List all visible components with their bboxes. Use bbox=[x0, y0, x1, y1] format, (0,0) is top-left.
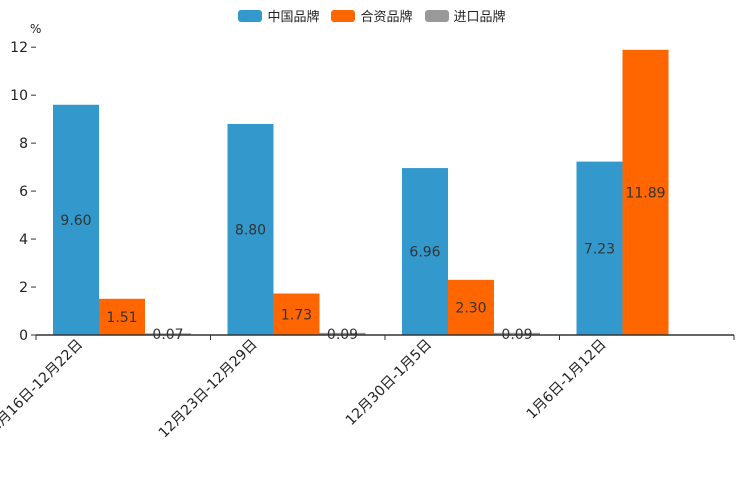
data-label-s0-c0: 9.60 bbox=[60, 213, 91, 229]
legend-label-china: 中国品牌 bbox=[267, 10, 320, 25]
y-tick-label-4: 8 bbox=[19, 136, 28, 152]
bar-s0-c3 bbox=[576, 161, 623, 335]
y-axis-unit: % bbox=[30, 22, 41, 36]
x-tick-label-2: 12月30日-1月5日 bbox=[343, 337, 435, 429]
bar-s1-c0 bbox=[99, 298, 145, 335]
x-tick-label-1: 12月23日-12月29日 bbox=[156, 337, 261, 442]
bar-s1-c3 bbox=[622, 49, 669, 335]
legend-swatch-import bbox=[424, 9, 449, 22]
legend-label-joint-venture: 合资品牌 bbox=[360, 10, 413, 25]
data-label-s1-c1: 1.73 bbox=[281, 307, 312, 323]
bar-s2-c0 bbox=[145, 333, 191, 335]
bar-s1-c2 bbox=[448, 279, 494, 335]
data-label-s0-c3: 7.23 bbox=[584, 241, 615, 257]
legend-item-joint-venture[interactable]: 合资品牌 bbox=[331, 6, 413, 25]
y-tick-label-6: 12 bbox=[10, 40, 28, 56]
data-label-s1-c3: 11.89 bbox=[625, 185, 665, 201]
data-label-s1-c2: 2.30 bbox=[455, 300, 486, 316]
y-tick-label-5: 10 bbox=[10, 88, 28, 104]
legend-item-import[interactable]: 进口品牌 bbox=[424, 6, 506, 25]
bar-s0-c0 bbox=[53, 104, 99, 335]
y-tick-label-3: 6 bbox=[19, 184, 28, 200]
legend-swatch-china bbox=[238, 9, 263, 22]
x-tick-label-0: 12月16日-12月22日 bbox=[0, 337, 86, 442]
y-tick-label-2: 4 bbox=[19, 232, 28, 248]
legend-swatch-joint-venture bbox=[331, 9, 356, 22]
y-tick-label-1: 2 bbox=[19, 280, 28, 296]
bar-s0-c2 bbox=[402, 168, 448, 335]
y-tick-label-0: 0 bbox=[19, 328, 28, 344]
legend-label-import: 进口品牌 bbox=[453, 10, 506, 25]
data-label-s0-c1: 8.80 bbox=[235, 222, 266, 238]
bar-s0-c1 bbox=[227, 123, 274, 336]
bar-s1-c1 bbox=[273, 293, 320, 335]
legend: 中国品牌 合资品牌 进口品牌 bbox=[0, 6, 744, 25]
data-label-s1-c0: 1.51 bbox=[106, 310, 137, 326]
data-label-s0-c2: 6.96 bbox=[409, 245, 440, 261]
x-tick-label-3: 1月6日-1月12日 bbox=[524, 337, 610, 423]
bar-s2-c1 bbox=[319, 332, 366, 335]
legend-item-china[interactable]: 中国品牌 bbox=[238, 6, 319, 25]
bar-s2-c2 bbox=[494, 332, 540, 335]
